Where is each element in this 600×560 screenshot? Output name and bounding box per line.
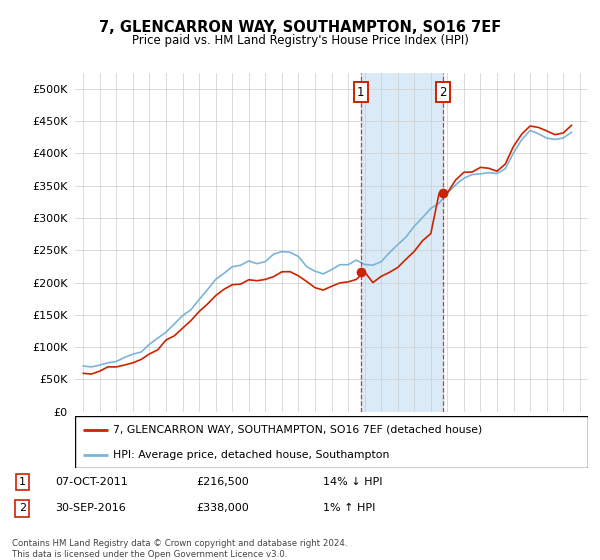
Text: £338,000: £338,000 [196,503,249,514]
Text: 1% ↑ HPI: 1% ↑ HPI [323,503,376,514]
Text: 2: 2 [19,503,26,514]
Text: 07-OCT-2011: 07-OCT-2011 [55,477,128,487]
Bar [361,73,443,412]
Text: This data is licensed under the Open Government Licence v3.0.: This data is licensed under the Open Gov… [12,550,287,559]
Text: 7, GLENCARRON WAY, SOUTHAMPTON, SO16 7EF (detached house): 7, GLENCARRON WAY, SOUTHAMPTON, SO16 7EF… [113,425,483,435]
Text: 7, GLENCARRON WAY, SOUTHAMPTON, SO16 7EF: 7, GLENCARRON WAY, SOUTHAMPTON, SO16 7EF [99,20,501,35]
Text: 14% ↓ HPI: 14% ↓ HPI [323,477,383,487]
Text: 2: 2 [439,86,447,99]
Text: Contains HM Land Registry data © Crown copyright and database right 2024.: Contains HM Land Registry data © Crown c… [12,539,347,548]
Text: 1: 1 [357,86,365,99]
Text: £216,500: £216,500 [196,477,249,487]
Text: 30-SEP-2016: 30-SEP-2016 [55,503,126,514]
FancyBboxPatch shape [75,416,588,468]
Text: Price paid vs. HM Land Registry's House Price Index (HPI): Price paid vs. HM Land Registry's House … [131,34,469,46]
Text: 1: 1 [19,477,26,487]
Text: HPI: Average price, detached house, Southampton: HPI: Average price, detached house, Sout… [113,450,390,460]
